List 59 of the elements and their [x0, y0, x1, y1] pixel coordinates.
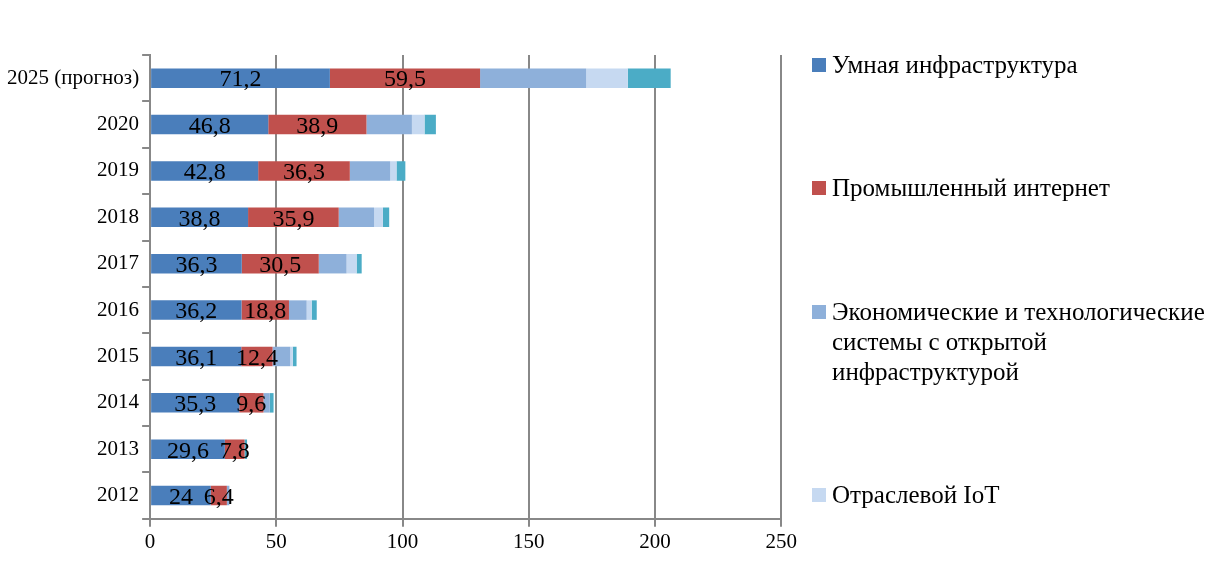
data-label: 36,3: [282, 158, 325, 185]
y-tick-label: 2014: [97, 389, 140, 414]
bar: [311, 300, 317, 320]
y-tick-label: 2016: [97, 296, 140, 321]
legend-label: Умная инфраструктура: [832, 50, 1078, 80]
bar: [290, 346, 293, 367]
bar: [627, 68, 671, 88]
bar: [411, 114, 425, 135]
bar: [396, 161, 406, 181]
bar: [382, 207, 390, 228]
data-label: 36,1: [175, 343, 218, 370]
data-label: 24: [168, 482, 193, 509]
y-tick-label: 2025 (прогноз): [7, 64, 140, 89]
data-label: 46,8: [188, 111, 231, 138]
bar: [480, 68, 587, 88]
data-label: 36,2: [175, 297, 218, 324]
legend-label: Экономические и технологические системы с открытой инфраструктурой: [832, 296, 1206, 387]
bar: [424, 114, 436, 135]
data-label: 29,6: [166, 436, 209, 463]
data-label: 42,8: [183, 158, 226, 185]
y-tick-label: 2020: [97, 111, 140, 136]
x-tick-label: 150: [513, 528, 545, 553]
x-tick-label: 250: [765, 528, 797, 553]
y-tick-label: 2018: [97, 203, 140, 228]
data-label: 30,5: [259, 251, 302, 278]
x-tick-label: 50: [265, 528, 287, 553]
bar: [151, 68, 330, 88]
bar: [374, 207, 383, 228]
legend-label: Отраслевой IoT: [832, 480, 1000, 510]
bar: [349, 161, 391, 181]
bar: [346, 253, 357, 274]
bar: [269, 393, 274, 413]
data-label: 38,8: [178, 204, 221, 231]
legend-label: Промышленный интернет: [832, 173, 1110, 204]
y-tick-label: 2017: [97, 250, 140, 275]
data-label: 35,9: [272, 204, 315, 231]
data-label: 59,5: [383, 65, 426, 92]
y-tick-label: 2012: [97, 482, 140, 507]
x-tick-label: 0: [144, 528, 156, 553]
bar: [338, 207, 375, 228]
bar: [288, 300, 307, 320]
bar: [318, 253, 347, 274]
x-tick-label: 200: [639, 528, 671, 553]
data-label: 36,3: [175, 251, 218, 278]
bar: [586, 68, 628, 88]
data-label: 71,2: [219, 65, 262, 92]
data-label: 38,9: [296, 111, 339, 138]
data-label: 18,8: [244, 297, 287, 324]
y-tick-label: 2015: [97, 342, 140, 367]
bar: [306, 300, 312, 320]
bar: [292, 346, 297, 367]
x-tick-label: 100: [386, 528, 419, 553]
y-tick-label: 2019: [97, 157, 140, 182]
data-label: 35,3: [174, 390, 217, 417]
bar: [390, 161, 397, 181]
y-tick-label: 2013: [97, 435, 140, 460]
bar: [329, 68, 481, 88]
bar: [356, 253, 362, 274]
bar: [366, 114, 412, 135]
